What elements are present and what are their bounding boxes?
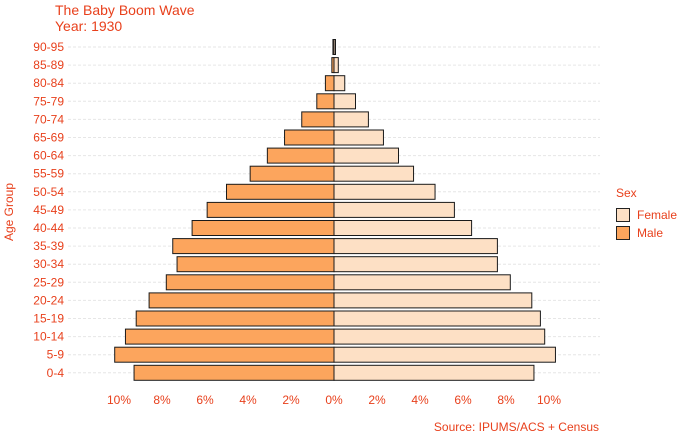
y-tick-label: 15-19 — [33, 312, 64, 326]
legend-label-female: Female — [637, 208, 678, 222]
bar-female-0-4 — [333, 364, 535, 381]
bar-male-25-29 — [165, 274, 335, 291]
x-tick-label: 6% — [196, 393, 214, 407]
y-tick-label: 50-54 — [33, 185, 64, 199]
x-tick-label: 10% — [107, 393, 131, 407]
y-tick-label: 80-84 — [33, 76, 64, 90]
bar-male-80-84 — [324, 75, 335, 92]
x-tick-label: 6% — [454, 393, 472, 407]
bar-male-5-9 — [114, 346, 335, 363]
y-tick-label: 65-69 — [33, 131, 64, 145]
y-tick-label: 20-24 — [33, 293, 64, 307]
bar-female-30-34 — [333, 256, 498, 273]
y-tick-label: 30-34 — [33, 257, 64, 271]
bar-female-65-69 — [333, 129, 384, 146]
y-axis-label: Age Group — [2, 183, 16, 241]
x-tick-label: 2% — [368, 393, 386, 407]
y-tick-label: 10-14 — [33, 330, 64, 344]
bar-male-60-64 — [266, 147, 335, 164]
bar-male-50-54 — [226, 183, 335, 200]
bar-female-60-64 — [333, 147, 399, 164]
bar-male-40-44 — [191, 220, 335, 236]
bar-male-10-14 — [124, 328, 335, 345]
y-tick-label: 70-74 — [33, 112, 64, 126]
bar-female-50-54 — [333, 183, 436, 200]
bar-female-5-9 — [333, 346, 556, 363]
bar-female-75-79 — [333, 93, 356, 110]
bar-male-0-4 — [133, 364, 335, 381]
x-tick-label: 0% — [325, 393, 343, 407]
y-tick-label: 35-39 — [33, 239, 64, 253]
y-tick-label: 60-64 — [33, 149, 64, 163]
y-tick-label: 85-89 — [33, 58, 64, 72]
chart-subtitle: Year: 1930 — [55, 18, 123, 34]
bar-male-45-49 — [206, 201, 335, 218]
bar-male-65-69 — [284, 129, 335, 146]
legend-label-male: Male — [637, 226, 664, 240]
bar-female-45-49 — [333, 201, 455, 218]
legend: Sex Female Male — [616, 186, 677, 242]
y-tick-label: 5-9 — [47, 348, 65, 362]
bar-female-85-89 — [333, 57, 339, 74]
bar-male-75-79 — [316, 93, 335, 110]
legend-swatch-male — [616, 226, 630, 240]
bar-female-80-84 — [333, 75, 346, 92]
legend-item-male: Male — [616, 224, 677, 242]
y-tick-label: 55-59 — [33, 167, 64, 181]
bar-female-20-24 — [333, 292, 533, 309]
legend-item-female: Female — [616, 206, 677, 224]
y-tick-label: 75-79 — [33, 94, 64, 108]
bar-female-90-95 — [333, 39, 336, 55]
legend-title: Sex — [616, 186, 637, 200]
bar-male-20-24 — [148, 292, 335, 309]
bar-female-15-19 — [333, 310, 541, 327]
bar-male-70-74 — [301, 111, 335, 128]
x-tick-label: 10% — [537, 393, 561, 407]
bar-male-35-39 — [172, 238, 335, 255]
bar-female-35-39 — [333, 238, 498, 255]
y-tick-label: 0-4 — [47, 366, 65, 380]
bar-male-55-59 — [249, 165, 335, 182]
y-tick-label: 90-95 — [33, 40, 64, 54]
bar-male-30-34 — [176, 256, 335, 273]
x-tick-label: 8% — [153, 393, 171, 407]
x-tick-label: 8% — [497, 393, 515, 407]
x-tick-label: 4% — [411, 393, 429, 407]
y-tick-label: 40-44 — [33, 221, 64, 235]
source-caption: Source: IPUMS/ACS + Census — [433, 420, 599, 434]
x-tick-label: 4% — [239, 393, 257, 407]
bar-male-15-19 — [135, 310, 335, 327]
legend-swatch-female — [616, 208, 630, 222]
y-tick-label: 45-49 — [33, 203, 64, 217]
bar-female-25-29 — [333, 274, 511, 291]
chart-title: The Baby Boom Wave — [55, 2, 195, 18]
x-tick-label: 2% — [282, 393, 300, 407]
bar-female-40-44 — [333, 220, 473, 236]
y-tick-label: 25-29 — [33, 275, 64, 289]
bar-female-10-14 — [333, 328, 546, 345]
bar-female-55-59 — [333, 165, 415, 182]
bar-female-70-74 — [333, 111, 369, 128]
